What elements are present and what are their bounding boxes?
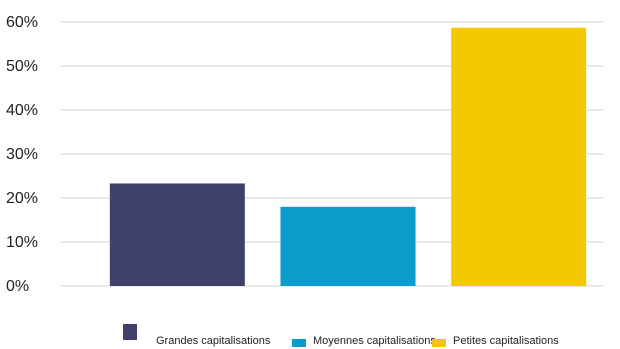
y-tick-label: 30% <box>6 146 38 163</box>
legend-swatch <box>432 339 446 347</box>
legend-label: Grandes capitalisations <box>156 335 271 347</box>
legend-label: Moyennes capitalisations <box>313 335 436 347</box>
y-tick-label: 40% <box>6 102 38 119</box>
y-axis-tick-labels: 0% 10% 20% 30% 40% 50% 60% <box>6 14 38 295</box>
bar <box>451 27 587 286</box>
y-tick-label: 10% <box>6 234 38 251</box>
legend-label: Petites capitalisations <box>453 335 559 347</box>
y-tick-label: 0% <box>6 278 29 295</box>
bars <box>109 27 587 286</box>
legend: Grandes capitalisations Moyennes capitali… <box>123 324 559 347</box>
bar <box>280 206 416 286</box>
y-tick-label: 50% <box>6 58 38 75</box>
y-tick-label: 60% <box>6 14 38 31</box>
legend-swatch <box>123 324 137 340</box>
bar <box>109 183 245 286</box>
y-tick-label: 20% <box>6 190 38 207</box>
legend-swatch <box>292 339 306 347</box>
